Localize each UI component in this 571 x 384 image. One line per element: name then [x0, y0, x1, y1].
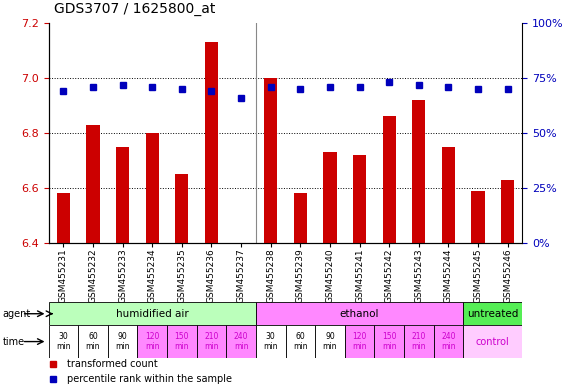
Text: 150
min: 150 min — [382, 332, 396, 351]
Bar — [196, 325, 226, 358]
Bar — [264, 78, 278, 243]
Bar — [501, 180, 514, 243]
Bar — [345, 325, 375, 358]
Text: 120
min: 120 min — [145, 332, 159, 351]
Text: 30
min: 30 min — [56, 332, 71, 351]
Bar — [86, 125, 99, 243]
Bar — [463, 302, 522, 325]
Text: percentile rank within the sample: percentile rank within the sample — [67, 374, 232, 384]
Text: transformed count: transformed count — [67, 359, 158, 369]
Bar — [108, 325, 138, 358]
Text: control: control — [476, 336, 510, 347]
Text: 240
min: 240 min — [234, 332, 248, 351]
Bar — [315, 325, 345, 358]
Bar — [146, 133, 159, 243]
Bar — [442, 147, 455, 243]
Bar — [57, 193, 70, 243]
Text: 90
min: 90 min — [115, 332, 130, 351]
Bar — [463, 325, 522, 358]
Text: 150
min: 150 min — [175, 332, 189, 351]
Bar — [116, 147, 129, 243]
Text: 210
min: 210 min — [412, 332, 426, 351]
Bar — [404, 325, 433, 358]
Bar — [375, 325, 404, 358]
Text: 210
min: 210 min — [204, 332, 219, 351]
Text: 60
min: 60 min — [293, 332, 308, 351]
Text: agent: agent — [3, 309, 31, 319]
Text: time: time — [3, 336, 25, 347]
Bar — [412, 100, 425, 243]
Text: ethanol: ethanol — [340, 309, 379, 319]
Bar — [175, 174, 188, 243]
Bar — [433, 325, 463, 358]
Bar — [353, 155, 366, 243]
Bar — [256, 325, 286, 358]
Bar — [286, 325, 315, 358]
Text: 60
min: 60 min — [86, 332, 100, 351]
Text: 120
min: 120 min — [352, 332, 367, 351]
Bar — [167, 325, 196, 358]
Bar — [383, 116, 396, 243]
Bar — [49, 325, 78, 358]
Bar — [256, 302, 463, 325]
Bar — [138, 325, 167, 358]
Text: 30
min: 30 min — [263, 332, 278, 351]
Bar — [78, 325, 108, 358]
Bar — [49, 302, 256, 325]
Text: 90
min: 90 min — [323, 332, 337, 351]
Bar — [472, 190, 485, 243]
Text: 240
min: 240 min — [441, 332, 456, 351]
Bar — [205, 42, 218, 243]
Bar — [226, 325, 256, 358]
Text: GDS3707 / 1625800_at: GDS3707 / 1625800_at — [54, 2, 216, 16]
Bar — [293, 193, 307, 243]
Bar — [323, 152, 336, 243]
Text: untreated: untreated — [467, 309, 518, 319]
Text: humidified air: humidified air — [116, 309, 188, 319]
